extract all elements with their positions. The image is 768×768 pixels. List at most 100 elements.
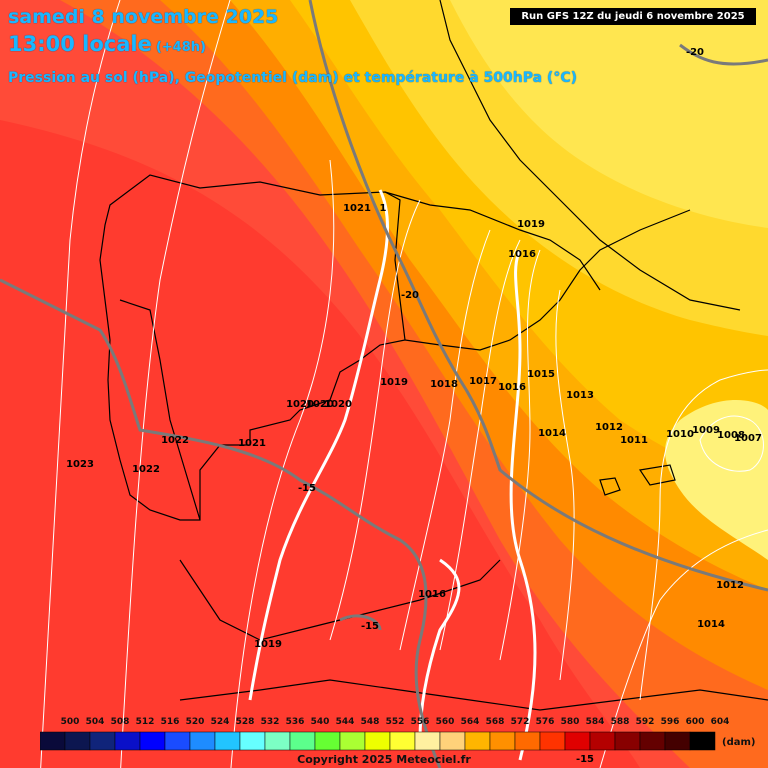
pressure-label: 1017: [469, 376, 497, 387]
spain-east-coast: [404, 209, 691, 351]
scale-swatch: [614, 731, 641, 751]
pressure-label: 1011: [620, 435, 648, 446]
pressure-label: 1016: [508, 249, 536, 260]
pressure-label: 1021: [238, 438, 266, 449]
alps-border: [439, 0, 741, 311]
pressure-label: 1014: [538, 428, 566, 439]
temperature-labels: -20 -20 -15 -15 -15: [298, 47, 704, 765]
scale-swatch: [214, 731, 241, 751]
pressure-label: 1022: [161, 435, 189, 446]
scale-swatch: [639, 731, 666, 751]
pressure-label: 1014: [697, 619, 725, 630]
scale-tick-label: 504: [86, 717, 105, 727]
scale-tick-label: 552: [386, 717, 405, 727]
scale-swatch: [689, 731, 716, 751]
color-scale: 500 504 508 512 516 520 524 528 532 536 540 544 548 5…: [40, 717, 730, 751]
scale-tick-label: 544: [336, 717, 355, 727]
scale-tick-label: 564: [461, 717, 480, 727]
pressure-label: 1016: [498, 382, 526, 393]
scale-tick-label: 596: [661, 717, 680, 727]
scale-swatch: [589, 731, 616, 751]
balearic-2: [638, 464, 676, 486]
scale-swatch: [40, 731, 66, 751]
forecast-date: samedi 8 novembre 2025: [8, 6, 279, 28]
pressure-label: 1018: [430, 379, 458, 390]
scale-tick-label: 592: [636, 717, 655, 727]
pressure-label: 1019: [517, 219, 545, 230]
pressure-label: 1016: [418, 589, 446, 600]
scale-swatch: [189, 731, 216, 751]
band-low: [665, 400, 768, 560]
scale-tick-label: 572: [511, 717, 530, 727]
copyright: Copyright 2025 Meteociel.fr: [297, 753, 471, 766]
portugal-border: [119, 299, 201, 521]
scale-tick-label: 604: [711, 717, 730, 727]
forecast-step: (+48h): [155, 40, 206, 55]
scale-tick-label: 548: [361, 717, 380, 727]
scale-tick-label: 508: [111, 717, 130, 727]
pressure-label: 1022: [132, 464, 160, 475]
pressure-label: 1012: [595, 422, 623, 433]
scale-swatch: [114, 731, 141, 751]
scale-swatch: [264, 731, 291, 751]
pressure-label: 1010: [666, 429, 694, 440]
coastlines: [99, 0, 768, 711]
balearic-1: [599, 477, 621, 496]
scale-tick-label: 516: [161, 717, 180, 727]
scale-tick-label: 532: [261, 717, 280, 727]
forecast-time: 13:00 locale (+48h): [8, 32, 206, 56]
pressure-label: 1019: [380, 377, 408, 388]
scale-swatch: [489, 731, 516, 751]
run-info-banner: Run GFS 12Z du jeudi 6 novembre 2025: [510, 8, 756, 25]
scale-swatch: [414, 731, 441, 751]
scale-tick-label: 540: [311, 717, 330, 727]
scale-unit: (dam): [722, 737, 756, 748]
pressure-label: 1021: [343, 203, 371, 214]
pressure-label: 1009: [692, 425, 720, 436]
pressure-label: 1015: [527, 369, 555, 380]
scale-tick-label: 512: [136, 717, 155, 727]
scale-swatch: [664, 731, 691, 751]
scale-swatch: [439, 731, 466, 751]
pressure-label: 1013: [566, 390, 594, 401]
scale-tick-label: 580: [561, 717, 580, 727]
temperature-label: -20: [401, 290, 419, 301]
pressure-label: 1020: [324, 399, 352, 410]
scale-swatch: [464, 731, 491, 751]
scale-swatch: [514, 731, 541, 751]
scale-tick-label: 576: [536, 717, 555, 727]
temperature-label: -15: [576, 754, 594, 765]
pressure-label: 1023: [66, 459, 94, 470]
pressure-label: 1020: [286, 399, 314, 410]
pressure-label: 1007: [734, 433, 762, 444]
scale-tick-label: 500: [61, 717, 80, 727]
temperature-label: -20: [686, 47, 704, 58]
scale-tick-label: 600: [686, 717, 705, 727]
scale-tick-label: 528: [236, 717, 255, 727]
scale-swatch: [539, 731, 566, 751]
scale-tick-label: 588: [611, 717, 630, 727]
scale-swatch: [389, 731, 416, 751]
pressure-label: 1008: [717, 430, 745, 441]
isobars: [40, 0, 768, 768]
scale-swatch: [289, 731, 316, 751]
scale-swatch: [239, 731, 266, 751]
pressure-label: 1020: [306, 399, 334, 410]
scale-swatch: [339, 731, 366, 751]
map-subtitle: Pression au sol (hPa), Geopotentiel (dam…: [8, 70, 577, 86]
pressure-labels: 1021 1 1019 1016 1019 1018 1017 1016 101…: [66, 203, 762, 650]
temperature-label: -15: [361, 621, 379, 632]
scale-swatch: [64, 731, 91, 751]
pressure-label: 1012: [716, 580, 744, 591]
scale-tick-label: 520: [186, 717, 205, 727]
scale-swatch: [364, 731, 391, 751]
band-548: [450, 0, 768, 228]
forecast-time-value: 13:00 locale: [8, 32, 152, 56]
scale-tick-label: 536: [286, 717, 305, 727]
pressure-label: 1019: [254, 639, 282, 650]
pressure-label: 1: [380, 203, 387, 214]
scale-swatch: [314, 731, 341, 751]
